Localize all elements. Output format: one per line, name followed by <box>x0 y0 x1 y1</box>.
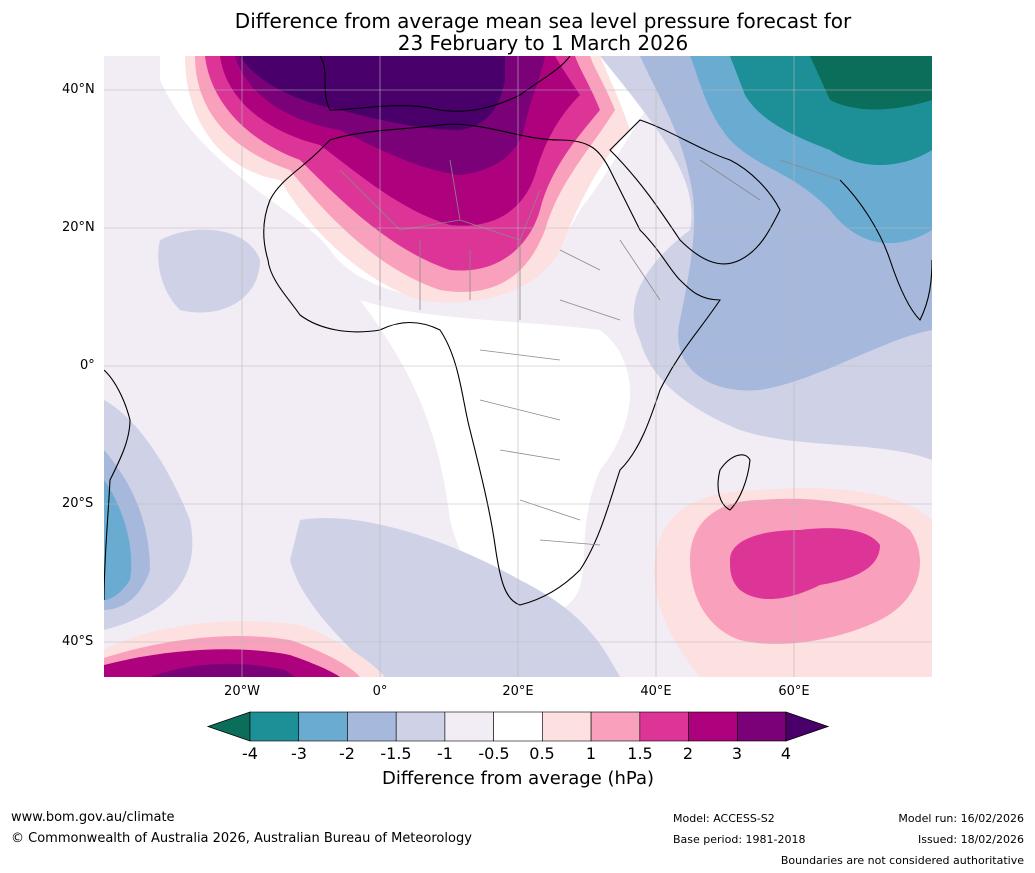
colorbar-tick: 1 <box>585 744 597 763</box>
lon-tick-40e: 40°E <box>640 684 672 699</box>
near-zero-region-africa <box>360 300 630 613</box>
colorbar-tick: -4 <box>242 744 258 763</box>
graticule <box>104 56 932 677</box>
colorbar-swatch <box>395 711 446 742</box>
africa-coastline <box>263 123 722 606</box>
colorbar-swatch <box>590 711 641 742</box>
colorbar-tick: -2 <box>339 744 355 763</box>
madagascar-coastline <box>717 454 751 511</box>
colorbar-swatch <box>298 711 348 742</box>
lon-tick-20e: 20°E <box>502 684 534 699</box>
colorbar-tick: -1 <box>437 744 453 763</box>
boundaries-disclaimer: Boundaries are not considered authoritat… <box>780 854 1024 867</box>
lat-tick-40n: 40°N <box>62 82 95 97</box>
south-america-coastline <box>104 369 131 601</box>
website-link[interactable]: www.bom.gov.au/climate <box>11 810 175 825</box>
negative-region-far-northeast <box>810 56 932 110</box>
model-run-date: Model run: 16/02/2026 <box>898 812 1024 825</box>
colorbar <box>206 711 830 742</box>
india-coastline <box>839 179 932 321</box>
positive-region-far-south-core <box>150 663 295 677</box>
chart-title: Difference from average mean sea level p… <box>104 10 982 54</box>
colorbar-swatch <box>639 711 689 742</box>
colorbar-tick: -1.5 <box>380 744 412 763</box>
colorbar-swatch <box>688 711 738 742</box>
colorbar-tick: 0.5 <box>529 744 555 763</box>
colorbar-tick: 4 <box>780 744 792 763</box>
positive-region-north-africa-core <box>240 56 505 130</box>
colorbar-tick: -3 <box>291 744 307 763</box>
lat-tick-20s: 20°S <box>62 496 94 511</box>
colorbar-swatch <box>493 711 543 742</box>
issued-date: Issued: 18/02/2026 <box>917 833 1024 846</box>
colorbar-swatch <box>444 711 494 742</box>
title-line-2: 23 February to 1 March 2026 <box>397 31 689 55</box>
colorbar-swatch <box>736 711 787 742</box>
lon-tick-0: 0° <box>372 684 388 699</box>
lat-tick-40s: 40°S <box>62 634 94 649</box>
negative-region-south-atlantic-inner <box>104 480 132 600</box>
lat-tick-20n: 20°N <box>62 220 95 235</box>
colorbar-arrow-low <box>206 711 251 742</box>
colorbar-swatch <box>249 711 300 742</box>
negative-region-south-band <box>290 518 620 677</box>
map-plot-area <box>104 56 932 677</box>
lon-tick-20w: 20°W <box>224 684 260 699</box>
model-name: Model: ACCESS-S2 <box>673 812 775 825</box>
title-line-1: Difference from average mean sea level p… <box>234 9 852 33</box>
lat-tick-0: 0° <box>80 358 95 373</box>
colorbar-tick: 1.5 <box>627 744 653 763</box>
positive-region-south-indian-core <box>730 528 880 600</box>
colorbar-tick: 2 <box>682 744 694 763</box>
colorbar-tick: 3 <box>731 744 743 763</box>
lon-tick-60e: 60°E <box>778 684 810 699</box>
europe-coastline <box>319 56 571 112</box>
colorbar-swatch <box>542 711 592 742</box>
colorbar-swatch <box>347 711 397 742</box>
colorbar-label: Difference from average (hPa) <box>381 768 655 789</box>
colorbar-tick: -0.5 <box>478 744 510 763</box>
negative-region-west-atlantic <box>158 229 260 313</box>
base-period: Base period: 1981-2018 <box>673 833 806 846</box>
colorbar-arrow-high <box>785 711 830 742</box>
arabia-coastline <box>609 119 781 265</box>
copyright-text: © Commonwealth of Australia 2026, Austra… <box>11 831 472 846</box>
